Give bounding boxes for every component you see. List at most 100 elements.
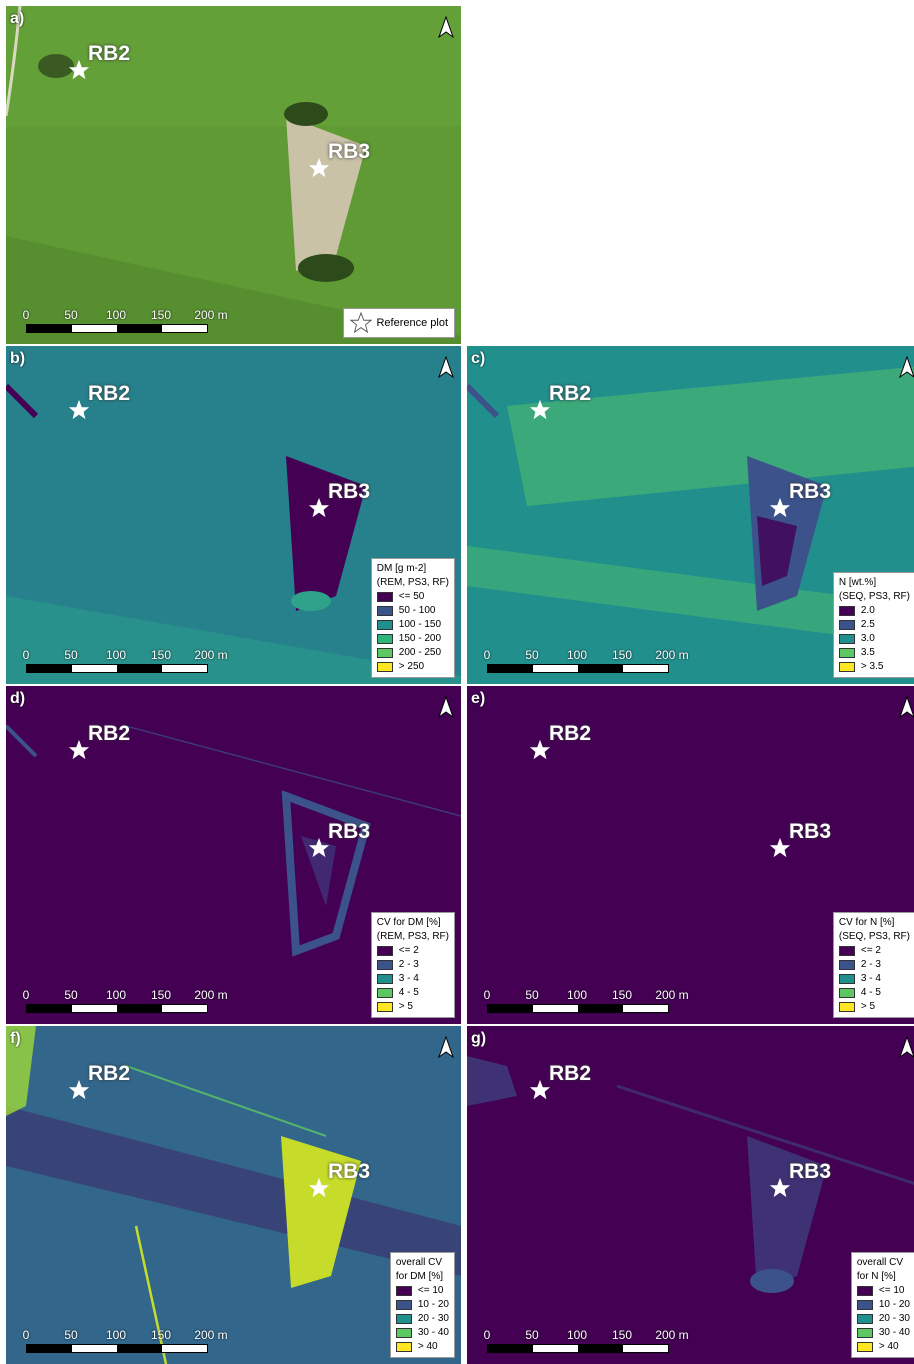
overall-cv-dm-legend: overall CV for DM [%] <= 10 10 - 20 20 -… xyxy=(389,1252,455,1358)
panel-label: a) xyxy=(10,10,25,27)
legend-class: 30 - 40 xyxy=(878,1327,910,1338)
legend-class: <= 10 xyxy=(878,1285,905,1296)
rb2-star-icon xyxy=(68,399,90,420)
legend-class: 50 - 100 xyxy=(398,605,436,616)
scale-label: 100 xyxy=(566,988,588,1002)
dm-legend: DM [g m-2] (REM, PS3, RF) <= 50 50 - 100… xyxy=(370,558,455,678)
legend-class: 3 - 4 xyxy=(860,973,881,984)
legend-class: 10 - 20 xyxy=(417,1299,449,1310)
legend-class: 20 - 30 xyxy=(878,1313,910,1324)
star-outline-icon xyxy=(350,312,373,334)
legend-class: > 3.5 xyxy=(860,661,884,672)
cv-n-legend: CV for N [%] (SEQ, PS3, RF) <= 2 2 - 3 3… xyxy=(832,912,914,1018)
scale-label: 150 xyxy=(611,1328,633,1342)
scale-label: 50 xyxy=(64,648,78,662)
scale-label: 0 xyxy=(483,648,491,662)
scale-label: 150 xyxy=(150,648,172,662)
legend-class: 3.0 xyxy=(860,633,875,644)
rb2-label: RB2 xyxy=(549,382,592,405)
rb2-star-icon xyxy=(529,1079,551,1100)
rb2-label: RB2 xyxy=(549,722,592,745)
scale-label: 50 xyxy=(525,988,539,1002)
legend-title: CV for DM [%] xyxy=(376,917,441,928)
rb3-star-icon xyxy=(308,497,330,518)
scale-label: 100 xyxy=(566,1328,588,1342)
rb3-label: RB3 xyxy=(328,820,371,843)
rb2-label: RB2 xyxy=(88,42,131,65)
rb3-label: RB3 xyxy=(328,480,371,503)
legend-class: 30 - 40 xyxy=(417,1327,449,1338)
scale-label: 100 xyxy=(566,648,588,662)
legend-subtitle: for DM [%] xyxy=(395,1271,444,1282)
legend-title: overall CV xyxy=(395,1257,442,1268)
scale-label: 0 xyxy=(483,1328,491,1342)
rb2-label: RB2 xyxy=(88,722,131,745)
rb3-star-icon xyxy=(308,837,330,858)
rb2-label: RB2 xyxy=(549,1062,592,1085)
scale-label: 200 m xyxy=(655,648,689,662)
rb3-star-icon xyxy=(308,1177,330,1198)
scale-label: 200 m xyxy=(655,1328,689,1342)
rb2-label: RB2 xyxy=(88,1062,131,1085)
panel-a-aerial: a) RB2 RB3 0 50 100 150 200 m Reference … xyxy=(6,6,461,344)
scale-label: 100 xyxy=(105,1328,127,1342)
rb2-star-icon xyxy=(68,1079,90,1100)
scale-label: 200 m xyxy=(655,988,689,1002)
legend-title: CV for N [%] xyxy=(838,917,895,928)
legend-class: 100 - 150 xyxy=(398,619,442,630)
cv-dm-legend: CV for DM [%] (REM, PS3, RF) <= 2 2 - 3 … xyxy=(370,912,455,1018)
legend-class: 2 - 3 xyxy=(398,959,419,970)
scale-label: 0 xyxy=(22,1328,30,1342)
reference-legend: Reference plot xyxy=(343,308,455,338)
panel-b-dm: b) RB2 RB3 0 50 100 150 200 m DM [g m-2]… xyxy=(6,346,461,684)
scale-label: 50 xyxy=(64,988,78,1002)
legend-class: 2.0 xyxy=(860,605,875,616)
rb3-label: RB3 xyxy=(328,140,371,163)
scale-label: 200 m xyxy=(194,648,228,662)
scale-label: 50 xyxy=(64,308,78,322)
scale-label: 0 xyxy=(22,308,30,322)
scale-label: 50 xyxy=(525,648,539,662)
scale-label: 50 xyxy=(64,1328,78,1342)
panel-label: b) xyxy=(10,350,26,367)
legend-class: 200 - 250 xyxy=(398,647,442,658)
scale-label: 200 m xyxy=(194,988,228,1002)
legend-title: overall CV xyxy=(856,1257,903,1268)
scale-label: 100 xyxy=(105,988,127,1002)
rb3-label: RB3 xyxy=(328,1160,371,1183)
legend-class: <= 10 xyxy=(417,1285,444,1296)
overall-cv-n-legend: overall CV for N [%] <= 10 10 - 20 20 - … xyxy=(850,1252,914,1358)
legend-subtitle: (REM, PS3, RF) xyxy=(376,931,449,942)
legend-class: > 40 xyxy=(417,1341,438,1352)
scale-label: 100 xyxy=(105,648,127,662)
scale-label: 0 xyxy=(483,988,491,1002)
rb2-star-icon xyxy=(529,399,551,420)
aerial-image xyxy=(6,6,461,344)
scale-label: 200 m xyxy=(194,1328,228,1342)
overall-cv-n-map xyxy=(467,1026,914,1364)
legend-subtitle: for N [%] xyxy=(856,1271,896,1282)
scale-bar: 0 50 100 150 200 m xyxy=(22,1328,246,1358)
north-arrow-icon xyxy=(899,1036,914,1058)
rb3-star-icon xyxy=(769,497,791,518)
legend-class: <= 2 xyxy=(398,945,419,956)
scale-bar: 0 50 100 150 200 m xyxy=(483,1328,707,1358)
rb2-star-icon xyxy=(68,59,90,80)
scale-bar: 0 50 100 150 200 m xyxy=(23,988,246,1018)
n-legend: N [wt.%] (SEQ, PS3, RF) 2.0 2.5 3.0 3.5 … xyxy=(832,572,914,678)
panel-g-overall-cv-n: g) RB2 RB3 0 50 100 150 200 m overall CV… xyxy=(467,1026,914,1364)
legend-class: <= 50 xyxy=(398,591,425,602)
legend-class: > 40 xyxy=(878,1341,899,1352)
legend-class: <= 2 xyxy=(860,945,881,956)
scale-bar: 0 50 100 150 200 m xyxy=(483,988,707,1018)
legend-subtitle: (REM, PS3, RF) xyxy=(376,577,449,588)
legend-subtitle: (SEQ, PS3, RF) xyxy=(838,591,910,602)
panel-f-overall-cv-dm: f) RB2 RB3 0 50 100 150 200 m overall CV… xyxy=(6,1026,461,1364)
north-arrow-icon xyxy=(438,1036,454,1058)
panel-e-cv-n: e) RB2 RB3 0 50 100 150 200 m CV for N [… xyxy=(467,686,914,1024)
legend-class: 4 - 5 xyxy=(398,987,419,998)
legend-subtitle: (SEQ, PS3, RF) xyxy=(838,931,910,942)
rb3-star-icon xyxy=(308,157,330,178)
north-arrow-icon xyxy=(438,696,454,718)
scale-label: 100 xyxy=(105,308,127,322)
